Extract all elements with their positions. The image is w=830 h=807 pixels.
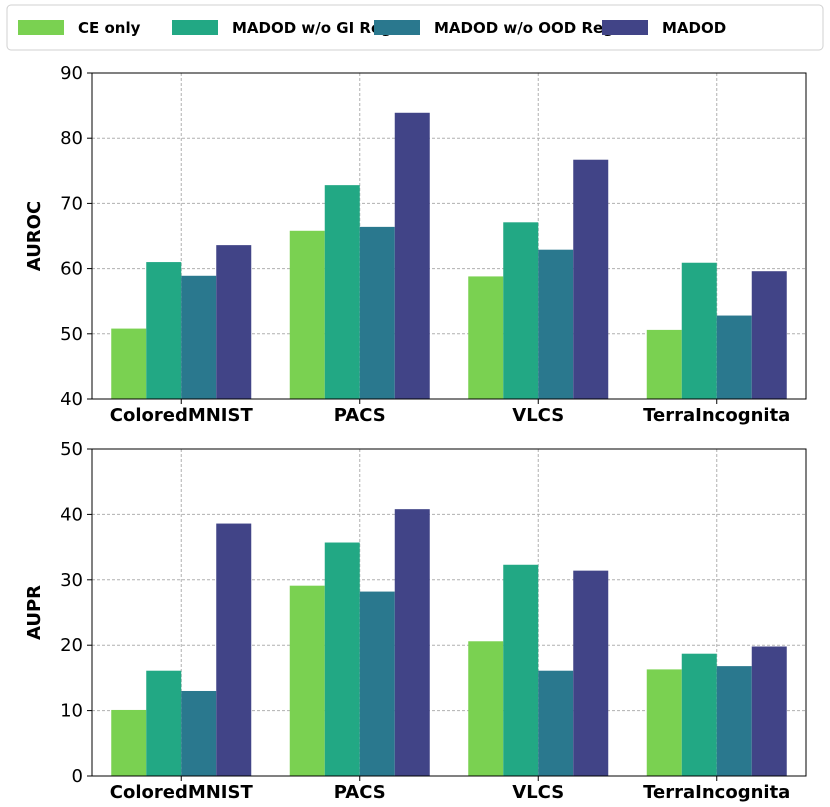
- x-tick-label-coloredmnist: ColoredMNIST: [110, 782, 254, 803]
- y-tick-label: 90: [60, 63, 83, 84]
- bar-ce-only-terraincognita: [646, 669, 682, 776]
- bar-madod-w-o-gi-reg-vlcs: [503, 222, 539, 399]
- legend-label-madod-w-o-ood-reg: MADOD w/o OOD Reg: [434, 19, 614, 37]
- legend-swatch-madod-w-o-gi-reg: [172, 20, 218, 35]
- bar-madod-terraincognita: [751, 271, 787, 399]
- x-tick-label-terraincognita: TerraIncognita: [643, 782, 790, 803]
- bar-madod-w-o-gi-reg-coloredmnist: [146, 670, 182, 776]
- legend: CE only MADOD w/o GI Reg MADOD w/o OOD Reg…: [6, 4, 824, 51]
- bar-ce-only-vlcs: [468, 641, 504, 776]
- legend-label-ce-only: CE only: [78, 19, 141, 37]
- bar-ce-only-terraincognita: [646, 329, 682, 399]
- bar-madod-w-o-ood-reg-coloredmnist: [181, 275, 217, 399]
- bar-madod-w-o-ood-reg-vlcs: [538, 670, 574, 776]
- y-tick-label: 0: [72, 766, 83, 787]
- y-tick-label: 80: [60, 128, 83, 149]
- bar-ce-only-vlcs: [468, 276, 504, 399]
- bar-madod-w-o-ood-reg-pacs: [359, 226, 395, 399]
- bar-madod-w-o-gi-reg-vlcs: [503, 564, 539, 776]
- bar-ce-only-pacs: [289, 585, 325, 776]
- y-tick-label: 50: [60, 439, 83, 460]
- axes-frame: [91, 72, 807, 400]
- bar-madod-w-o-gi-reg-pacs: [324, 542, 360, 776]
- x-tick-label-pacs: PACS: [334, 782, 386, 803]
- bar-madod-w-o-ood-reg-coloredmnist: [181, 690, 217, 776]
- bar-madod-vlcs: [573, 570, 609, 776]
- bar-madod-w-o-ood-reg-terraincognita: [716, 666, 752, 776]
- y-tick-label: 60: [60, 259, 83, 280]
- bar-madod-pacs: [394, 112, 430, 399]
- y-axis-label: AUROC: [24, 201, 45, 271]
- bar-ce-only-coloredmnist: [111, 709, 147, 776]
- bar-madod-pacs: [394, 509, 430, 776]
- aupr-panel: 0 10 20 30 40 50 ColoredMNIST PACS VLCS TerraInco…: [24, 439, 807, 803]
- bar-madod-w-o-gi-reg-terraincognita: [681, 653, 717, 776]
- x-tick-label-pacs: PACS: [334, 405, 386, 426]
- y-tick-label: 70: [60, 193, 83, 214]
- axes-frame: [91, 448, 807, 777]
- bar-madod-w-o-ood-reg-pacs: [359, 591, 395, 776]
- bar-madod-w-o-gi-reg-terraincognita: [681, 262, 717, 399]
- bar-madod-w-o-ood-reg-vlcs: [538, 249, 574, 399]
- x-tick-label-terraincognita: TerraIncognita: [643, 405, 790, 426]
- bar-madod-w-o-gi-reg-pacs: [324, 185, 360, 399]
- legend-label-madod-w-o-gi-reg: MADOD w/o GI Reg: [232, 19, 392, 37]
- bar-madod-coloredmnist: [216, 245, 252, 399]
- bar-madod-terraincognita: [751, 646, 787, 776]
- y-tick-label: 50: [60, 324, 83, 345]
- bar-madod-coloredmnist: [216, 523, 252, 776]
- legend-swatch-ce-only: [18, 20, 64, 35]
- bar-ce-only-pacs: [289, 230, 325, 399]
- legend-swatch-madod-w-o-ood-reg: [374, 20, 420, 35]
- bar-ce-only-coloredmnist: [111, 328, 147, 399]
- legend-swatch-madod: [602, 20, 648, 35]
- bar-madod-w-o-gi-reg-coloredmnist: [146, 262, 182, 399]
- bar-madod-w-o-ood-reg-terraincognita: [716, 315, 752, 399]
- y-tick-label: 20: [60, 635, 83, 656]
- y-tick-label: 40: [60, 389, 83, 410]
- y-axis-label: AUPR: [24, 585, 45, 640]
- y-tick-label: 40: [60, 504, 83, 525]
- x-tick-label-vlcs: VLCS: [512, 782, 564, 803]
- auroc-panel: 40 50 60 70 80 90 ColoredMNIST PACS VLCS TerraInc…: [24, 63, 807, 426]
- bar-madod-vlcs: [573, 159, 609, 399]
- x-tick-label-vlcs: VLCS: [512, 405, 564, 426]
- y-tick-label: 10: [60, 701, 83, 722]
- y-tick-label: 30: [60, 570, 83, 591]
- legend-label-madod: MADOD: [662, 19, 726, 37]
- x-tick-label-coloredmnist: ColoredMNIST: [110, 405, 254, 426]
